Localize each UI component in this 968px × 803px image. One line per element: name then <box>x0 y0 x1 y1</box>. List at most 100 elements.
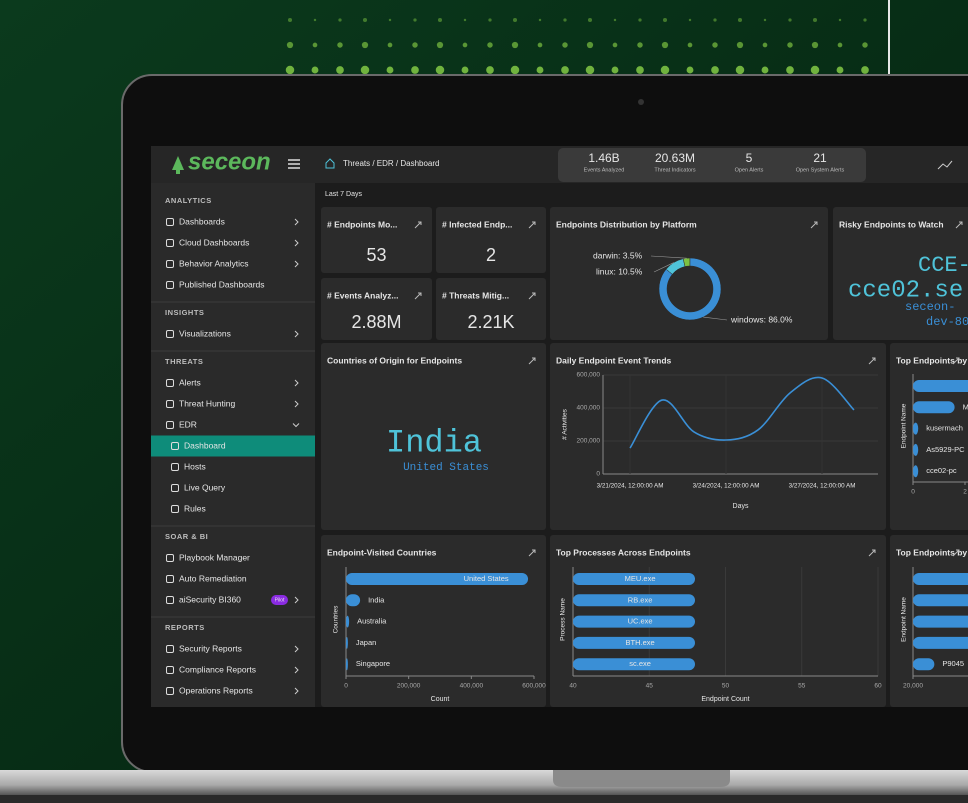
dot <box>585 65 595 75</box>
card-title: Endpoint-Visited Countries <box>327 547 437 557</box>
bar[interactable] <box>913 658 935 671</box>
dot <box>561 66 569 74</box>
expand-icon[interactable] <box>952 357 960 365</box>
expand-icon[interactable] <box>528 357 536 365</box>
bar[interactable] <box>346 636 348 649</box>
camera <box>638 99 644 105</box>
x-tick-label: 0 <box>344 683 348 690</box>
bar[interactable] <box>913 401 955 414</box>
bar[interactable] <box>913 636 968 649</box>
bar-label: United States <box>464 574 509 583</box>
dot <box>411 66 419 74</box>
dot <box>511 41 519 49</box>
dot <box>362 17 368 23</box>
menu-item[interactable]: Alerts <box>179 377 201 387</box>
menu-item[interactable]: Hosts <box>184 461 206 471</box>
menu-item[interactable]: Playbook Manager <box>179 552 250 562</box>
trend-icon[interactable] <box>937 160 953 170</box>
menu-item[interactable]: Rules <box>184 503 206 513</box>
expand-icon[interactable] <box>528 549 536 557</box>
menu-icon <box>166 260 174 268</box>
expand-icon[interactable] <box>414 221 422 229</box>
menu-icon <box>166 645 174 653</box>
expand-icon[interactable] <box>414 292 422 300</box>
data-label: windows: 86.0% <box>730 314 793 324</box>
card-title: Daily Endpoint Event Trends <box>556 355 672 365</box>
dot <box>688 18 692 22</box>
leader-line <box>650 255 687 259</box>
menu-item[interactable]: Threat Hunting <box>179 398 235 408</box>
stat-value: 20.63M <box>655 151 695 165</box>
dot <box>837 42 843 48</box>
menu-item[interactable]: Operations Reports <box>179 685 253 695</box>
menu-icon <box>166 666 174 674</box>
bar[interactable] <box>573 615 695 628</box>
menu-item[interactable]: Visualizations <box>179 328 231 338</box>
dot <box>613 18 617 22</box>
dot <box>287 17 293 23</box>
menu-toggle[interactable] <box>288 159 300 169</box>
menu-item[interactable]: Behavior Analytics <box>179 258 248 268</box>
bar[interactable] <box>573 636 695 649</box>
bar[interactable] <box>573 594 695 607</box>
expand-icon[interactable] <box>810 221 818 229</box>
dot <box>787 42 793 48</box>
bar[interactable] <box>913 594 968 607</box>
bar[interactable] <box>346 615 350 628</box>
bar[interactable] <box>913 615 968 628</box>
menu-item[interactable]: Live Query <box>184 482 226 492</box>
bar[interactable] <box>346 658 348 671</box>
bar[interactable] <box>913 443 919 456</box>
bar[interactable] <box>913 422 919 435</box>
menu-item[interactable]: Published Dashboards <box>179 279 265 289</box>
bar[interactable] <box>346 573 529 585</box>
menu-item[interactable]: Dashboards <box>179 216 225 226</box>
menu-item[interactable]: Cloud Dashboards <box>179 237 249 247</box>
badge-label: Pilot <box>275 597 285 603</box>
bar[interactable] <box>573 658 695 671</box>
menu-item[interactable]: aiSecurity BI360 <box>179 594 241 604</box>
bar[interactable] <box>913 380 968 392</box>
dot <box>811 41 819 49</box>
menu-item[interactable]: Security Reports <box>179 643 242 653</box>
dot <box>687 42 693 48</box>
home-icon[interactable] <box>325 158 335 169</box>
dot <box>436 41 444 49</box>
card: Top Endpoints by A 20,000 P9045 Endpoint Na… <box>890 535 968 707</box>
menu-item[interactable]: EDR <box>179 419 197 429</box>
bar-label: sc.exe <box>629 659 651 668</box>
card-title: Top Processes Across Endpoints <box>556 547 691 557</box>
word: cce02.se <box>848 277 963 304</box>
x-tick-label: 45 <box>646 683 654 690</box>
dot <box>312 42 318 48</box>
dot <box>638 18 642 22</box>
dot <box>487 42 493 48</box>
dot <box>735 65 745 75</box>
menu-icon <box>166 379 174 387</box>
y-axis-label: Endpoint Name <box>901 597 908 642</box>
expand-icon[interactable] <box>955 221 963 229</box>
card-bg <box>321 343 546 530</box>
breadcrumb[interactable]: Threats / EDR / Dashboard <box>343 159 439 168</box>
section-title: REPORTS <box>165 623 205 632</box>
bar[interactable] <box>913 465 919 478</box>
dot <box>337 42 343 48</box>
menu-icon <box>166 596 174 604</box>
expand-icon[interactable] <box>868 549 876 557</box>
menu-icon <box>166 421 174 429</box>
card-title: # Events Analyz... <box>327 290 399 300</box>
menu-item[interactable]: Auto Remediation <box>179 573 247 583</box>
expand-icon[interactable] <box>868 357 876 365</box>
dot-pattern <box>285 17 869 75</box>
bar[interactable] <box>913 573 968 585</box>
menu-item[interactable]: Compliance Reports <box>179 664 256 674</box>
expand-icon[interactable] <box>528 292 536 300</box>
expand-icon[interactable] <box>952 549 960 557</box>
date-range[interactable]: Last 7 Days <box>325 191 362 198</box>
bar[interactable] <box>346 594 361 607</box>
menu-item[interactable]: Dashboard <box>184 440 226 450</box>
bar[interactable] <box>573 573 695 585</box>
word: India <box>386 424 482 461</box>
expand-icon[interactable] <box>528 221 536 229</box>
